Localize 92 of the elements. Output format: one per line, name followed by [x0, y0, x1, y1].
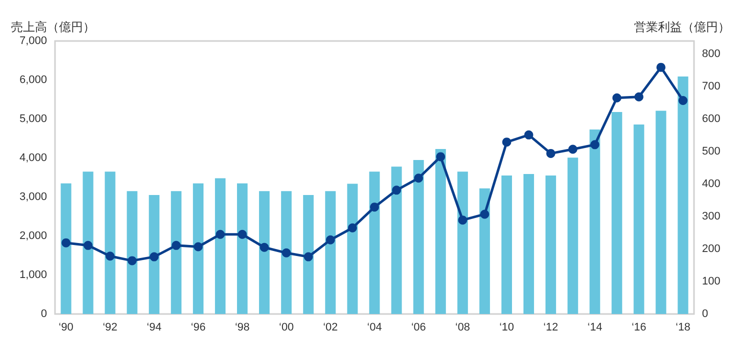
- bar: [214, 178, 226, 314]
- point: [414, 174, 424, 183]
- bar: [479, 188, 490, 314]
- x-tick-label: ‘92: [102, 322, 118, 334]
- bar: [192, 183, 204, 314]
- bar: [369, 172, 380, 314]
- x-tick-label: ‘98: [234, 322, 250, 334]
- y2-tick-label: 600: [702, 113, 720, 125]
- point: [436, 152, 446, 162]
- bar: [259, 191, 270, 314]
- y-tick-label: 6,000: [19, 74, 47, 86]
- bar: [170, 191, 182, 314]
- bar: [148, 195, 160, 314]
- point: [194, 242, 203, 252]
- bar: [391, 166, 402, 314]
- point: [84, 240, 93, 250]
- point: [590, 140, 600, 150]
- point: [62, 238, 71, 248]
- y2-tick-label: 100: [702, 276, 720, 288]
- x-tick-label: ‘16: [632, 322, 646, 334]
- y-tick-label: 7,000: [19, 35, 47, 47]
- y-tick-label: 2,000: [19, 230, 47, 242]
- bar: [347, 184, 358, 314]
- point: [392, 186, 402, 195]
- bar: [82, 172, 94, 314]
- x-tick-label: ‘00: [279, 322, 294, 334]
- point: [304, 252, 313, 262]
- bar: [501, 176, 512, 314]
- bar: [590, 130, 600, 314]
- bar: [678, 76, 688, 314]
- y-tick-label: 4,000: [19, 152, 47, 164]
- y-axis-title: 売上高（億円）: [11, 20, 95, 34]
- point: [282, 248, 291, 258]
- bar: [60, 183, 72, 314]
- bar: [656, 110, 666, 314]
- y2-tick-label: 400: [702, 178, 720, 190]
- bar: [457, 172, 468, 314]
- point: [568, 144, 578, 154]
- y2-tick-label: 700: [702, 80, 720, 92]
- x-tick-label: ‘94: [146, 322, 162, 334]
- point: [634, 92, 644, 102]
- bar: [523, 174, 534, 314]
- bar: [126, 191, 138, 314]
- point: [326, 235, 335, 244]
- bar: [545, 176, 556, 314]
- x-tick-label: ‘14: [588, 322, 602, 334]
- point: [260, 242, 269, 252]
- y-tick-label: 5,000: [19, 113, 47, 125]
- point: [546, 148, 556, 158]
- x-tick-label: ‘06: [411, 322, 426, 334]
- point: [656, 62, 666, 72]
- point: [348, 223, 357, 232]
- bar: [281, 191, 292, 314]
- bar: [237, 183, 248, 314]
- bar: [303, 195, 314, 314]
- point: [502, 138, 512, 147]
- x-tick-label: ‘02: [323, 322, 338, 334]
- x-tick-label: ‘18: [676, 322, 690, 334]
- point: [678, 96, 688, 105]
- x-tick-label: ‘08: [455, 322, 470, 334]
- point: [612, 93, 622, 102]
- y2-tick-label: 0: [702, 308, 708, 320]
- bar: [612, 112, 622, 314]
- point: [238, 230, 247, 239]
- y2-axis-title: 営業利益（億円）: [634, 20, 730, 34]
- y2-tick-label: 500: [702, 146, 720, 158]
- bar: [413, 160, 424, 314]
- y2-tick-label: 300: [702, 210, 720, 222]
- point: [172, 240, 181, 250]
- point: [106, 252, 115, 261]
- y-tick-label: 0: [40, 308, 47, 320]
- point: [458, 216, 468, 225]
- point: [480, 210, 490, 219]
- x-tick-label: ‘12: [543, 322, 558, 334]
- bar: [634, 124, 644, 314]
- point: [150, 252, 159, 262]
- y-tick-label: 3,000: [19, 191, 47, 203]
- x-tick-label: ‘10: [499, 322, 514, 334]
- bar: [325, 191, 336, 314]
- x-tick-label: ‘04: [367, 322, 382, 334]
- bar: [568, 158, 578, 314]
- point: [216, 230, 225, 239]
- bar: [435, 149, 446, 314]
- x-tick-label: ‘90: [58, 322, 74, 334]
- y-tick-label: 1,000: [19, 269, 47, 281]
- y2-tick-label: 800: [702, 48, 720, 60]
- x-tick-label: ‘96: [190, 322, 206, 334]
- point: [128, 256, 137, 266]
- point: [370, 202, 379, 212]
- y2-tick-label: 200: [702, 243, 720, 255]
- point: [524, 130, 534, 140]
- bar: [104, 172, 116, 314]
